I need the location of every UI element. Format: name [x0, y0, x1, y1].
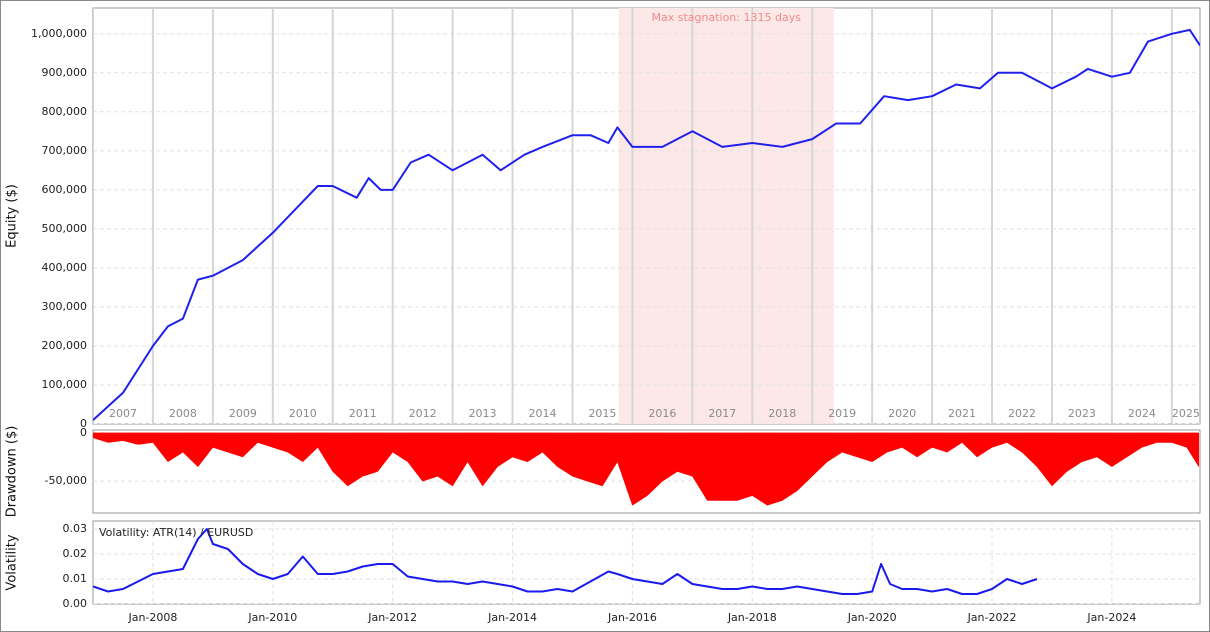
plot-layer [93, 521, 1200, 604]
drawdown-area [93, 432, 1200, 506]
y-tick-label: 0 [80, 426, 87, 439]
x-tick-label: Jan-2014 [487, 611, 537, 624]
x-tick-label: 2016 [648, 407, 676, 420]
y-tick-label: 0.02 [63, 547, 88, 560]
plot-layer [93, 8, 1200, 424]
y-axis-label: Equity ($) [5, 184, 20, 248]
x-tick-label: 2023 [1068, 407, 1096, 420]
x-tick-label: Jan-2024 [1086, 611, 1136, 624]
series-line [93, 528, 1038, 595]
y-axis-label: Drawdown ($) [5, 426, 20, 518]
y-tick-label: 600,000 [42, 183, 88, 196]
x-tick-label: Jan-2020 [847, 611, 897, 624]
y-tick-label: -50,000 [45, 474, 87, 487]
y-tick-label: 1,000,000 [31, 27, 87, 40]
y-tick-label: 400,000 [42, 261, 88, 274]
x-tick-label: 2012 [409, 407, 437, 420]
x-tick-label: Jan-2022 [967, 611, 1017, 624]
y-tick-label: 0 [80, 417, 87, 430]
x-tick-label: 2010 [289, 407, 317, 420]
x-tick-label: 2008 [169, 407, 197, 420]
series-line [93, 28, 1200, 421]
x-tick-label: 2017 [708, 407, 736, 420]
y-tick-label: 0.03 [63, 522, 88, 535]
x-tick-label: 2007 [109, 407, 137, 420]
x-tick-label: 2011 [349, 407, 377, 420]
x-tick-label: Jan-2012 [367, 611, 417, 624]
x-tick-label: 2025 [1172, 407, 1200, 420]
x-tick-label: Jan-2008 [127, 611, 177, 624]
y-tick-label: 800,000 [42, 105, 88, 118]
x-tick-label: 2019 [828, 407, 856, 420]
x-tick-label: 2013 [469, 407, 497, 420]
x-tick-label: 2018 [768, 407, 796, 420]
y-tick-label: 0.00 [63, 597, 88, 610]
x-tick-label: 2009 [229, 407, 257, 420]
y-tick-label: 500,000 [42, 222, 88, 235]
plot-area [92, 520, 1201, 605]
y-tick-label: 0.01 [63, 572, 88, 585]
y-tick-label: 200,000 [42, 339, 88, 352]
y-axis-label: Volatility [5, 534, 20, 590]
y-tick-label: 700,000 [42, 144, 88, 157]
x-tick-label: 2014 [529, 407, 557, 420]
x-tick-label: 2024 [1128, 407, 1156, 420]
x-tick-label: Jan-2010 [247, 611, 297, 624]
annotation: Max stagnation: 1315 days [651, 11, 801, 24]
stagnation-band [618, 8, 834, 424]
y-tick-label: 900,000 [42, 66, 88, 79]
x-tick-label: 2015 [588, 407, 616, 420]
plot-layer [93, 432, 1200, 506]
x-tick-label: Jan-2018 [727, 611, 777, 624]
legend-label: Volatility: ATR(14) / EURUSD [99, 526, 253, 539]
x-tick-label: Jan-2016 [607, 611, 657, 624]
y-tick-label: 100,000 [42, 378, 88, 391]
x-tick-label: 2020 [888, 407, 916, 420]
y-tick-label: 300,000 [42, 300, 88, 313]
x-tick-label: 2021 [948, 407, 976, 420]
x-tick-label: 2022 [1008, 407, 1036, 420]
